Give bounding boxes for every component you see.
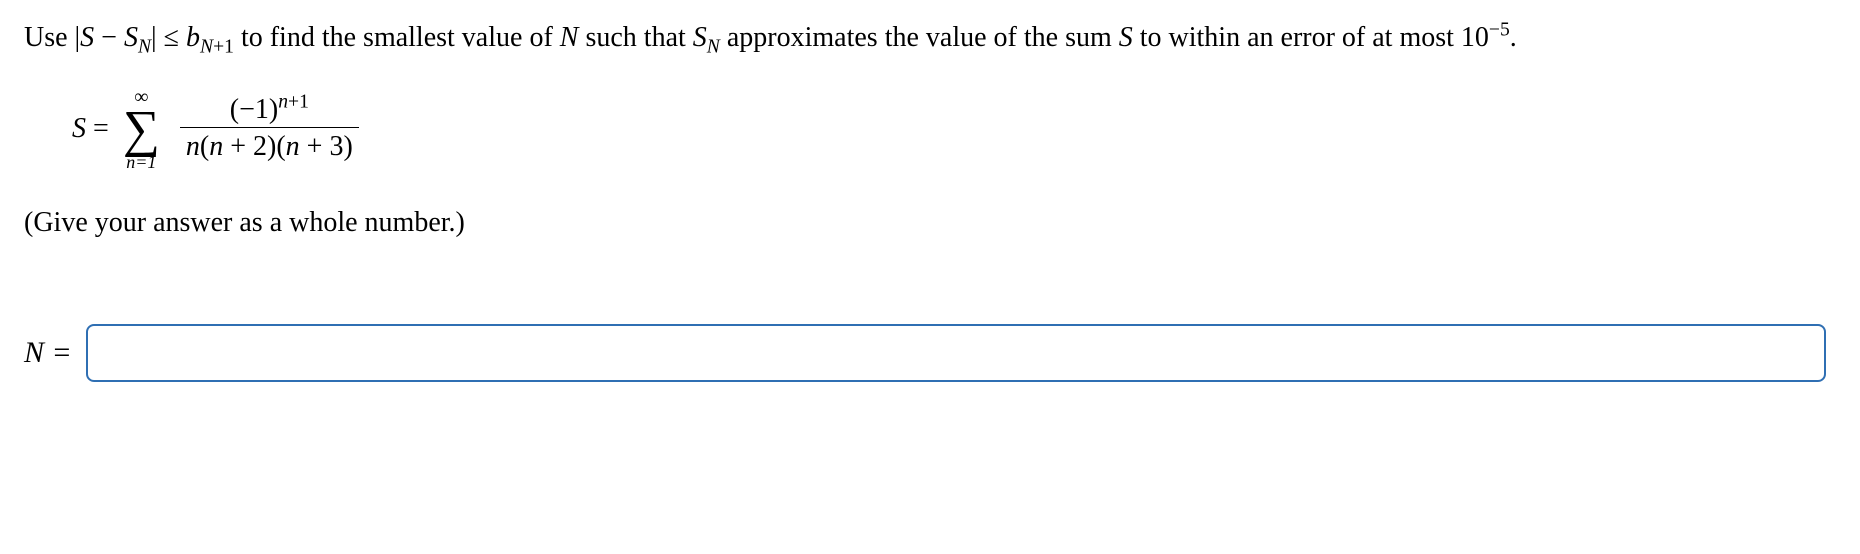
error-bound: 10−5: [1461, 22, 1510, 53]
var-S: S: [1119, 22, 1133, 53]
SN-expression: SN: [693, 22, 720, 53]
var-N: N: [560, 22, 579, 53]
text-part: to find the smallest value of: [234, 22, 560, 53]
text-part: Use: [24, 22, 75, 53]
answer-label: N =: [24, 331, 72, 375]
text-part: .: [1510, 22, 1517, 53]
fraction-denominator: n(n + 2)(n + 3): [180, 127, 359, 163]
fraction-numerator: (−1)n+1: [224, 95, 315, 128]
formula-lhs: S =: [72, 109, 109, 150]
fraction: (−1)n+1 n(n + 2)(n + 3): [180, 95, 359, 164]
series-formula: S = ∞ ∑ n=1 (−1)n+1 n(n + 2)(n + 3): [72, 87, 1836, 172]
text-part: such that: [578, 22, 692, 53]
bound-expression: |S − SN| ≤ bN+1: [75, 22, 234, 53]
answer-input[interactable]: [86, 324, 1826, 382]
sigma-icon: ∑: [123, 107, 160, 154]
summation-symbol: ∞ ∑ n=1: [123, 87, 160, 172]
problem-container: Use |S − SN| ≤ bN+1 to find the smallest…: [0, 0, 1860, 406]
sum-lower-limit: n=1: [126, 153, 156, 171]
text-part: approximates the value of the sum: [720, 22, 1119, 53]
problem-statement: Use |S − SN| ≤ bN+1 to find the smallest…: [24, 18, 1836, 59]
answer-row: N =: [24, 324, 1836, 382]
text-part: to within an error of at most: [1133, 22, 1461, 53]
answer-hint: (Give your answer as a whole number.): [24, 203, 1836, 244]
